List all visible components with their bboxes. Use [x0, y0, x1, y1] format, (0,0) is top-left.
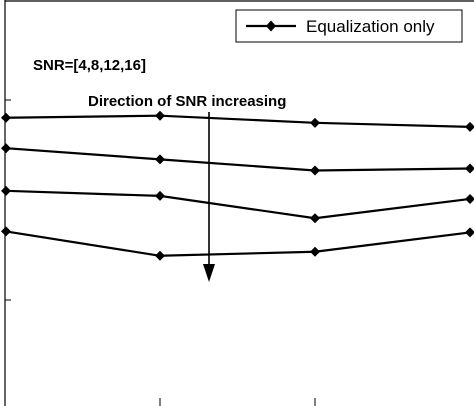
annotation-direction: Direction of SNR increasing — [88, 93, 286, 282]
legend: Equalization only — [235, 9, 463, 43]
series-3-point-3 — [310, 213, 320, 224]
series-4-point-1 — [1, 226, 11, 237]
series-4-point-4 — [465, 227, 474, 238]
series-line-1 — [5, 114, 471, 128]
series-2-point-2 — [155, 154, 165, 165]
series-layer — [1, 110, 474, 261]
direction-label: Direction of SNR increasing — [88, 93, 286, 110]
series-4-point-2 — [155, 250, 165, 261]
series-2-point-3 — [310, 165, 320, 176]
snr-label: SNR=[4,8,12,16] — [33, 57, 146, 74]
annotation-snr: SNR=[4,8,12,16] — [33, 57, 146, 74]
legend-marker — [266, 20, 276, 32]
series-1-point-1 — [1, 112, 11, 123]
series-4-point-3 — [310, 246, 320, 257]
series-3-point-1 — [1, 185, 11, 196]
y-ticks — [5, 99, 11, 301]
series-1-point-3 — [310, 117, 320, 128]
series-3-point-4 — [465, 193, 474, 204]
series-line-2 — [5, 147, 471, 172]
plot-frame — [4, 0, 474, 406]
x-ticks — [159, 398, 316, 406]
legend-label: Equalization only — [306, 17, 435, 36]
series-line-4 — [5, 230, 471, 257]
series-line-3 — [5, 189, 471, 220]
direction-arrow-head — [203, 264, 215, 282]
series-1-point-2 — [155, 110, 165, 121]
series-2-point-1 — [1, 143, 11, 154]
series-2-point-4 — [465, 163, 474, 174]
series-1-point-4 — [465, 121, 474, 132]
series-3-point-2 — [155, 190, 165, 201]
